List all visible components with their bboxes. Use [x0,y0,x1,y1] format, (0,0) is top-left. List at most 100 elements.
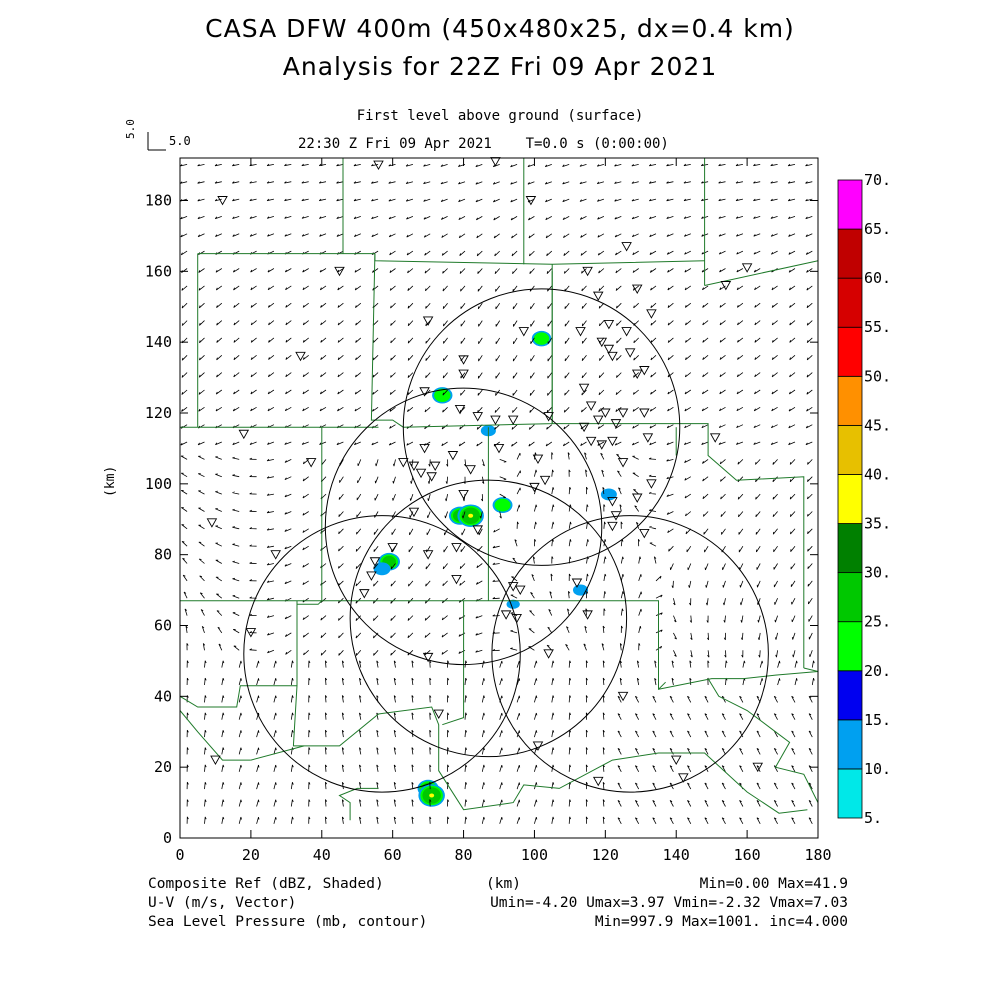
station-marker [600,408,611,418]
station-marker [631,284,643,294]
station-marker [458,369,469,379]
station-marker [596,440,608,450]
x-axis-label: (km) [486,876,521,892]
station-marker [592,776,604,787]
station-marker [217,196,228,206]
station-marker [631,369,643,379]
station-marker [490,157,501,167]
station-marker [646,309,657,319]
x-tick-label: 160 [734,846,761,864]
y-tick-label: 180 [145,192,172,210]
valid-time-label: 22:30 Z Fri 09 Apr 2021 T=0.0 s (0:00:00… [298,136,669,152]
station-marker [670,755,682,766]
station-marker [238,429,250,440]
wind-vectors [180,163,815,824]
county-boundary [442,600,465,726]
level-label: First level above ground (surface) [356,108,644,124]
station-marker [387,543,398,553]
colorbar-swatch [837,768,863,819]
x-tick-label: 60 [384,846,402,864]
colorbar-swatch [837,277,863,328]
station-marker [511,613,522,624]
county-boundary [297,600,323,605]
colorbar-label: 20. [864,662,891,680]
station-marker [305,458,317,468]
station-marker [454,405,466,415]
station-marker [607,351,618,362]
county-boundary [374,253,705,265]
station-marker [610,511,622,521]
reflectivity-cell [533,332,550,345]
station-marker [642,433,654,443]
station-marker [578,383,590,394]
colorbar-swatch [837,326,863,377]
station-marker [493,443,505,454]
colorbar-swatch [837,375,863,426]
y-tick-label: 40 [154,687,172,705]
station-marker [529,482,540,493]
station-marker [617,458,629,468]
station-marker [295,351,306,362]
wind-vector-layer [180,163,815,824]
reflectivity-cell [434,388,451,402]
station-marker [373,160,384,171]
y-tick-label: 100 [145,475,172,493]
x-tick-label: 140 [663,846,690,864]
station-marker [543,649,554,659]
station-marker [472,525,484,535]
footer-left-2: U-V (m/s, Vector) [148,895,297,911]
station-marker [720,281,732,291]
station-marker [741,263,753,273]
station-marker [245,628,257,638]
station-marker [398,458,409,468]
station-marker [646,479,657,489]
county-boundary [321,600,819,690]
county-boundary [179,604,298,708]
colorbar-label: 55. [864,318,891,336]
station-marker [532,454,544,464]
radar-range-ring [491,515,769,793]
county-boundary [250,745,305,761]
station-marker [617,691,629,702]
station-marker [678,773,689,783]
station-marker [585,401,597,411]
station-marker [617,408,629,418]
footer-left-1: Composite Ref (dBZ, Shaded) [148,876,384,892]
county-boundary [707,678,819,803]
station-marker [603,344,615,355]
station-marker [359,589,370,599]
footer-left-3: Sea Level Pressure (mb, contour) [148,914,428,930]
station-marker [451,543,462,553]
station-marker [582,266,593,277]
radar-range-ring [243,515,521,793]
station-marker [585,436,597,447]
station-marker [465,465,476,475]
station-marker [429,461,441,472]
radar-ring-layer [243,288,769,793]
station-marker [210,755,221,766]
radar-range-ring [324,387,603,666]
footer-right-2: Umin=-4.20 Umax=3.97 Vmin=-2.32 Vmax=7.0… [490,895,848,911]
x-tick-label: 20 [242,846,260,864]
station-marker [532,741,544,751]
colorbar-swatch [837,670,863,721]
station-marker [578,422,590,433]
station-marker [490,415,501,426]
station-marker [334,266,345,277]
station-marker [607,436,618,447]
radar-range-ring [349,479,628,758]
y-tick-label: 140 [145,333,172,351]
colorbar: 5. 10. 15. 20. 25. 30. 35. 40. 45. 50. 55. 60. 65. 70… [837,171,891,827]
station-marker [539,475,551,486]
colorbar-swatch [837,424,863,475]
reflectivity-core [429,793,435,798]
station-marker [621,327,632,337]
station-marker [607,521,618,532]
county-boundary [552,423,805,668]
station-marker [426,472,437,482]
station-marker [447,451,459,461]
colorbar-label: 70. [864,171,891,189]
station-marker [610,419,622,429]
station-marker [422,652,434,663]
